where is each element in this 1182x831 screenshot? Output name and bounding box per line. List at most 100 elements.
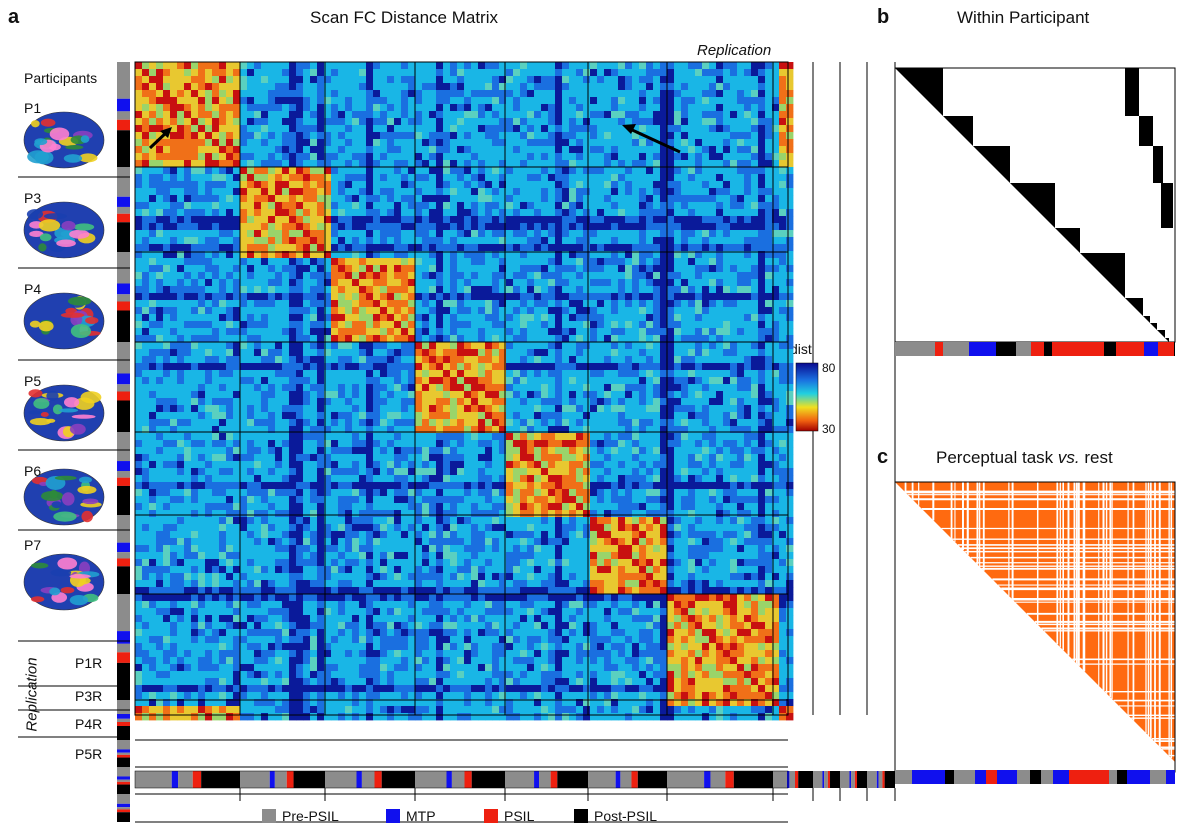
matrix-cell [149,230,157,238]
matrix-cell [275,167,283,175]
matrix-cell [366,181,374,189]
matrix-cell [604,139,612,147]
matrix-cell [261,321,269,329]
matrix-cell [520,174,528,182]
matrix-cell [772,69,780,77]
matrix-cell [730,223,738,231]
matrix-cell [646,209,654,217]
matrix-cell [317,265,325,273]
matrix-cell [632,300,640,308]
matrix-cell [443,125,451,133]
matrix-cell [786,223,794,231]
matrix-cell [611,83,619,91]
matrix-cell [338,125,346,133]
matrix-cell [184,230,192,238]
matrix-cell [345,97,353,105]
matrix-cell [779,279,787,287]
matrix-cell [184,104,192,112]
matrix-cell [331,300,339,308]
matrix-cell [513,349,521,357]
matrix-cell [723,384,731,392]
matrix-cell [226,391,234,399]
matrix-cell [205,104,213,112]
matrix-cell [205,160,213,168]
matrix-cell [562,160,570,168]
matrix-cell [373,321,381,329]
matrix-cell [506,146,514,154]
matrix-cell [499,377,507,385]
matrix-cell [779,83,787,91]
matrix-cell [702,244,710,252]
matrix-cell [198,321,206,329]
matrix-cell [541,398,549,406]
matrix-cell [254,356,262,364]
matrix-cell [149,153,157,161]
matrix-cell [226,370,234,378]
matrix-cell [254,412,262,420]
matrix-cell [359,279,367,287]
matrix-cell [555,216,563,224]
matrix-cell [688,412,696,420]
matrix-cell [289,69,297,77]
matrix-cell [387,223,395,231]
matrix-cell [779,356,787,364]
matrix-cell [254,230,262,238]
matrix-cell [646,384,654,392]
matrix-cell [338,97,346,105]
matrix-cell [716,90,724,98]
matrix-cell [632,104,640,112]
matrix-cell [485,125,493,133]
matrix-cell [779,412,787,420]
matrix-cell [415,300,423,308]
matrix-cell [149,125,157,133]
matrix-cell [786,174,794,182]
matrix-cell [240,300,248,308]
matrix-cell [338,76,346,84]
matrix-cell [688,321,696,329]
matrix-cell [667,405,675,413]
matrix-cell [401,405,409,413]
matrix-cell [177,265,185,273]
matrix-cell [352,328,360,336]
matrix-cell [478,111,486,119]
matrix-cell [611,391,619,399]
matrix-cell [156,97,164,105]
matrix-cell [485,258,493,266]
matrix-cell [429,216,437,224]
matrix-cell [317,230,325,238]
matrix-cell [394,69,402,77]
matrix-cell [723,153,731,161]
matrix-cell [226,412,234,420]
matrix-cell [219,244,227,252]
matrix-cell [506,370,514,378]
matrix-cell [513,377,521,385]
matrix-cell [534,62,542,70]
matrix-cell [611,188,619,196]
matrix-cell [156,384,164,392]
matrix-cell [443,272,451,280]
matrix-cell [485,321,493,329]
matrix-cell [625,202,633,210]
matrix-cell [282,69,290,77]
matrix-cell [471,153,479,161]
matrix-cell [184,216,192,224]
matrix-cell [135,335,143,343]
matrix-cell [737,83,745,91]
matrix-cell [513,356,521,364]
matrix-cell [772,216,780,224]
matrix-cell [758,104,766,112]
matrix-cell [688,314,696,322]
matrix-cell [359,188,367,196]
matrix-cell [289,398,297,406]
matrix-cell [457,153,465,161]
matrix-cell [289,230,297,238]
matrix-cell [723,118,731,126]
matrix-cell [261,111,269,119]
matrix-cell [709,181,717,189]
matrix-cell [632,118,640,126]
matrix-cell [660,293,668,301]
matrix-cell [562,349,570,357]
matrix-cell [527,146,535,154]
matrix-cell [779,272,787,280]
matrix-cell [485,328,493,336]
